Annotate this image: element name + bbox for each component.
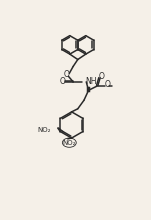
Text: O: O: [64, 70, 70, 79]
Text: O: O: [59, 77, 65, 86]
Text: O: O: [105, 81, 111, 89]
Text: NH: NH: [85, 77, 97, 86]
Text: NO₂: NO₂: [37, 127, 51, 133]
Text: O: O: [99, 72, 105, 81]
Text: NO₂: NO₂: [63, 140, 76, 147]
